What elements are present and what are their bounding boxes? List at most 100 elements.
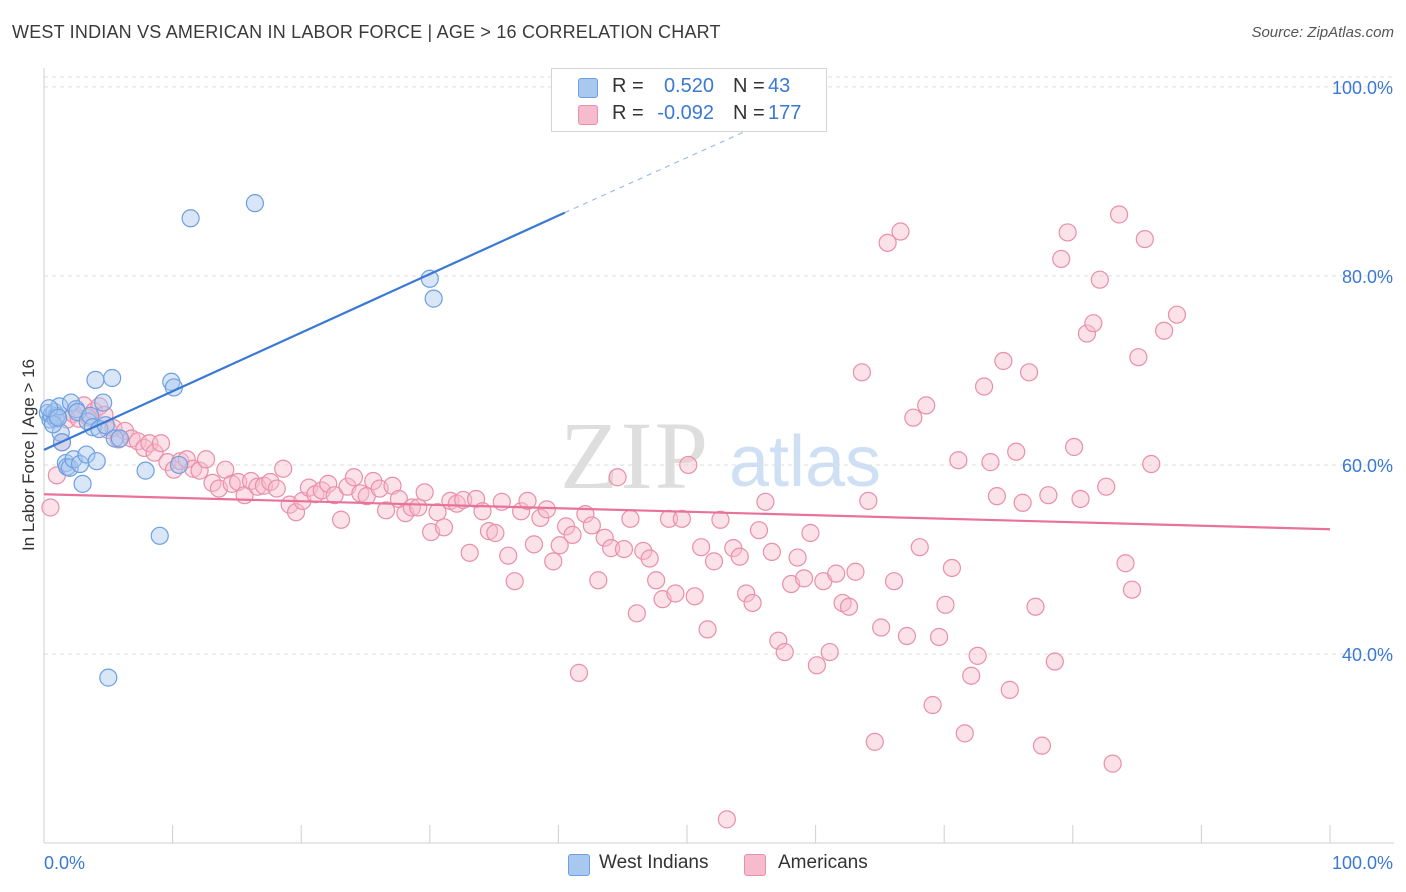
american-point	[1084, 314, 1103, 333]
american-point	[479, 522, 499, 541]
american-point	[846, 562, 865, 581]
series-label-west-indians: West Indians	[599, 852, 709, 873]
west-indian-point	[150, 526, 169, 545]
american-point	[1058, 223, 1077, 242]
legend-n-label: N =	[733, 75, 765, 97]
american-point	[145, 443, 164, 462]
american-point	[41, 498, 60, 517]
chart-title: WEST INDIAN VS AMERICAN IN LABOR FORCE |…	[12, 22, 721, 42]
american-point	[627, 604, 646, 623]
west-indian-point	[420, 269, 439, 288]
american-point	[730, 547, 749, 566]
west-indian-point	[103, 368, 122, 388]
american-point	[1045, 652, 1064, 671]
american-point	[1071, 489, 1090, 509]
american-point	[158, 453, 177, 472]
american-point	[852, 363, 871, 382]
american-point	[756, 492, 775, 511]
american-point	[1032, 736, 1052, 755]
american-point	[1039, 486, 1058, 505]
american-point	[434, 518, 454, 537]
american-point	[820, 642, 839, 662]
legend-r-value: 0.520	[663, 75, 714, 97]
legend-n-label: N =	[733, 102, 765, 124]
american-point	[614, 539, 634, 559]
american-point	[582, 516, 601, 535]
west-indian-point	[424, 289, 443, 308]
american-point	[454, 490, 473, 510]
american-point	[698, 620, 717, 639]
american-point	[994, 351, 1013, 371]
west-indian-points	[38, 194, 443, 687]
american-point	[1122, 580, 1142, 599]
y-tick-labels: 40.0% 60.0% 80.0% 100.0%	[1332, 78, 1393, 665]
watermark-atlas: atlas	[729, 422, 881, 502]
american-point	[415, 483, 434, 502]
y-tick-label: 60.0%	[1342, 456, 1393, 476]
american-point	[839, 597, 859, 616]
american-point	[974, 377, 994, 396]
american-point	[128, 432, 147, 451]
american-point	[184, 459, 203, 478]
american-point	[1026, 597, 1045, 616]
y-tick-label: 40.0%	[1342, 645, 1393, 665]
american-point	[749, 521, 769, 540]
west-indian-point	[49, 408, 68, 427]
american-point	[762, 542, 781, 562]
west-indian-point	[99, 668, 118, 687]
american-point	[1103, 754, 1122, 773]
legend-swatch-americans	[578, 105, 598, 125]
american-point	[1090, 270, 1109, 289]
american-point	[897, 626, 917, 646]
source-credit: Source: ZipAtlas.com	[1251, 24, 1394, 41]
y-tick-label: 80.0%	[1342, 267, 1393, 287]
trend-lines	[43, 119, 1331, 531]
west-indian-trend-extension	[564, 119, 771, 214]
y-axis-label: In Labor Force | Age > 16	[19, 359, 38, 551]
american-point	[151, 434, 171, 453]
west-indian-point	[60, 458, 79, 477]
american-point	[190, 461, 209, 480]
american-point	[634, 541, 653, 561]
american-point	[640, 549, 659, 568]
american-point	[1077, 324, 1097, 343]
west-indian-point	[169, 455, 189, 475]
legend-r-label: R =	[612, 75, 644, 97]
axes	[43, 68, 1394, 844]
american-point	[981, 453, 1000, 472]
american-point	[550, 536, 569, 555]
american-point	[878, 233, 897, 252]
american-point	[942, 558, 962, 578]
american-point	[1135, 229, 1154, 249]
series-swatch-americans	[744, 854, 766, 876]
american-point	[1142, 454, 1161, 474]
american-point	[319, 474, 338, 493]
american-point	[595, 528, 614, 547]
american-point	[1000, 680, 1019, 699]
west-indian-trend-line	[43, 211, 566, 451]
legend-n-value: 177	[768, 102, 802, 124]
x-tick-label-max: 100.0%	[1332, 853, 1393, 873]
american-point	[460, 543, 479, 562]
american-point	[743, 593, 762, 613]
legend-r-label: R =	[612, 102, 644, 124]
american-point	[737, 584, 756, 603]
west-indian-point	[73, 474, 92, 493]
y-tick-label: 100.0%	[1332, 78, 1393, 98]
american-point	[891, 222, 910, 241]
american-point	[685, 587, 704, 606]
american-point	[608, 468, 627, 487]
american-point	[1097, 477, 1116, 496]
american-point	[987, 487, 1007, 506]
american-point	[344, 468, 364, 487]
american-point	[1007, 442, 1026, 461]
american-point	[962, 666, 981, 685]
west-indian-point	[87, 452, 106, 471]
west-indian-point	[94, 393, 113, 412]
american-point	[827, 564, 846, 583]
american-trend-line	[43, 493, 1331, 531]
american-point	[788, 548, 807, 567]
american-point	[692, 538, 711, 557]
american-point	[621, 509, 640, 528]
